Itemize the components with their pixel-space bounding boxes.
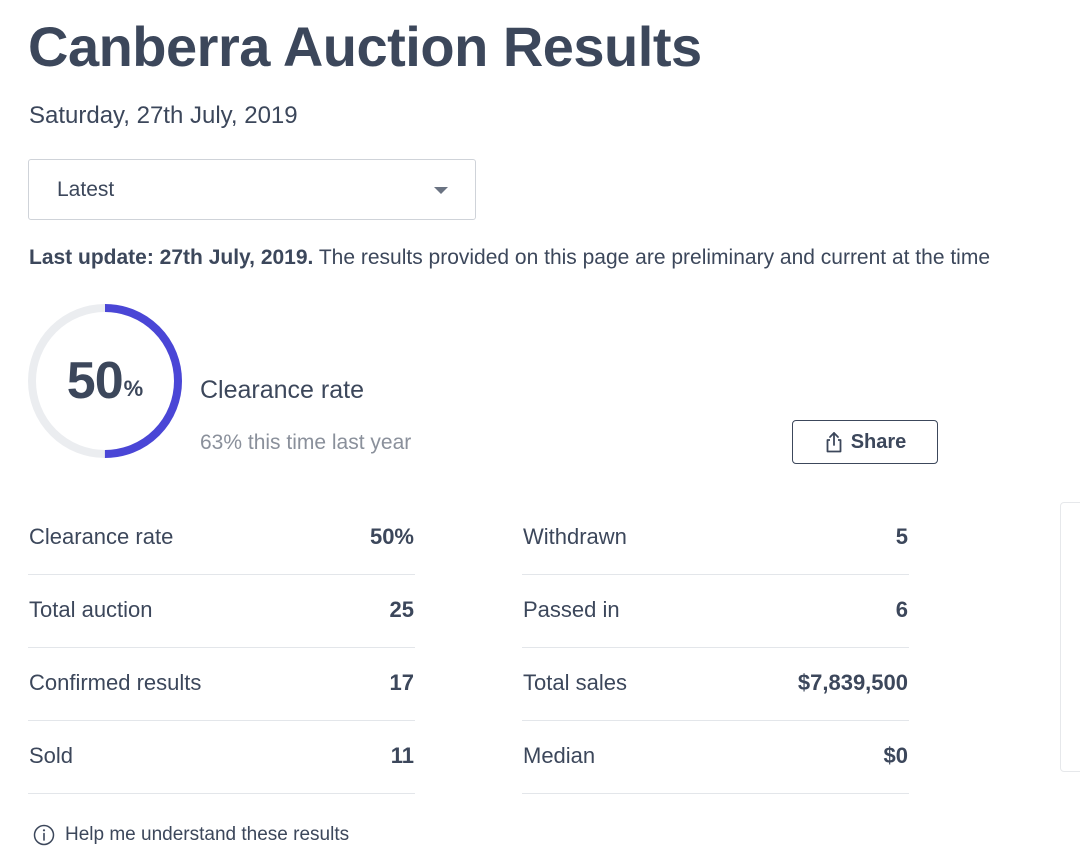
- clearance-rate-label: Clearance rate: [200, 376, 364, 404]
- info-icon: [33, 824, 55, 846]
- stat-row-median: Median $0: [522, 721, 909, 794]
- help-link-label: Help me understand these results: [65, 824, 350, 845]
- stat-label: Median: [523, 743, 596, 768]
- share-button-label: Share: [850, 430, 907, 453]
- stat-row-withdrawn: Withdrawn 5: [522, 502, 909, 575]
- stats-table-left: Clearance rate 50% Total auction 25 Conf…: [28, 502, 415, 794]
- stat-label: Passed in: [523, 597, 620, 622]
- page-title: Canberra Auction Results: [28, 15, 702, 78]
- clearance-rate-comparison: 63% this time last year: [200, 431, 412, 454]
- side-panel-edge: [1060, 502, 1080, 772]
- share-button[interactable]: Share: [792, 420, 938, 464]
- stat-label: Total sales: [523, 670, 627, 695]
- results-date: Saturday, 27th July, 2019: [29, 102, 298, 129]
- stat-value: 50%: [369, 524, 414, 549]
- stat-value: 17: [389, 670, 414, 695]
- last-update-disclaimer: The results provided on this page are pr…: [313, 246, 991, 269]
- stat-value: 25: [389, 597, 414, 622]
- clearance-rate-number: 50: [66, 352, 124, 410]
- clearance-rate-unit: %: [123, 376, 144, 401]
- stat-value: 6: [895, 597, 908, 622]
- stat-row-confirmed-results: Confirmed results 17: [28, 648, 415, 721]
- stat-row-total-sales: Total sales $7,839,500: [522, 648, 909, 721]
- stat-label: Sold: [29, 743, 74, 768]
- stat-label: Clearance rate: [29, 524, 174, 549]
- stat-label: Withdrawn: [523, 524, 627, 549]
- results-period-selected-value: Latest: [57, 178, 115, 201]
- stat-row-sold: Sold 11: [28, 721, 415, 794]
- clearance-ring-progress: [28, 304, 182, 458]
- stat-label: Confirmed results: [29, 670, 202, 695]
- stat-value: $0: [883, 743, 908, 768]
- stat-label: Total auction: [29, 597, 153, 622]
- clearance-rate-figure: 50%: [26, 302, 184, 460]
- help-understand-link[interactable]: Help me understand these results: [33, 824, 349, 846]
- stat-value: 11: [390, 743, 414, 768]
- stat-value: $7,839,500: [797, 670, 908, 695]
- share-icon: [826, 432, 842, 453]
- results-period-select[interactable]: Latest: [28, 159, 476, 220]
- last-update-notice: Last update: 27th July, 2019. The result…: [29, 246, 990, 270]
- chevron-down-icon: [434, 187, 448, 194]
- stats-table-right: Withdrawn 5 Passed in 6 Total sales $7,8…: [522, 502, 909, 794]
- last-update-date: Last update: 27th July, 2019.: [29, 246, 314, 269]
- stat-value: 5: [895, 524, 908, 549]
- stat-row-total-auction: Total auction 25: [28, 575, 415, 648]
- stat-row-passed-in: Passed in 6: [522, 575, 909, 648]
- clearance-rate-ring: [28, 304, 182, 458]
- stat-row-clearance-rate: Clearance rate 50%: [28, 502, 415, 575]
